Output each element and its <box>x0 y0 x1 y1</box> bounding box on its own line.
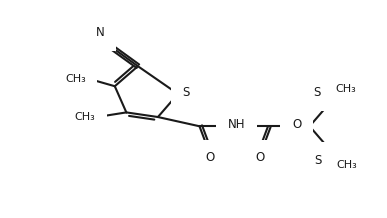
Text: S: S <box>313 86 321 99</box>
Text: O: O <box>255 151 264 164</box>
Text: O: O <box>292 118 301 131</box>
Text: O: O <box>205 151 214 164</box>
Text: S: S <box>183 86 190 99</box>
Text: N: N <box>96 26 104 39</box>
Text: CH₃: CH₃ <box>335 84 356 94</box>
Text: NH: NH <box>228 118 245 131</box>
Text: CH₃: CH₃ <box>75 112 96 122</box>
Text: S: S <box>314 154 322 167</box>
Text: CH₃: CH₃ <box>65 73 86 83</box>
Text: CH₃: CH₃ <box>337 160 357 170</box>
